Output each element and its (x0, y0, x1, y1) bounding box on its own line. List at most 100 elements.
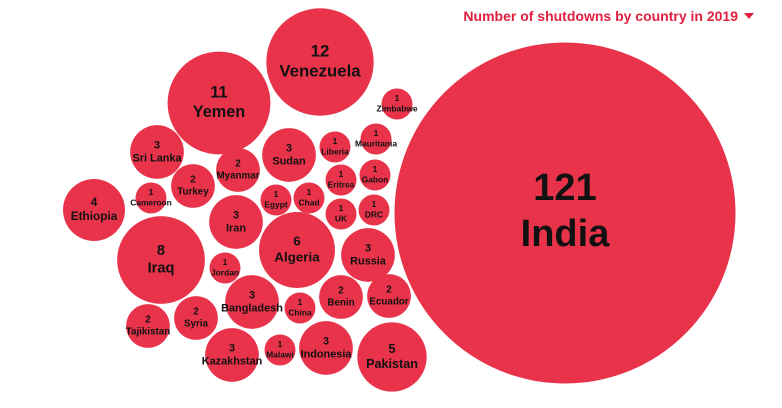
bubble-label: Ethiopia (71, 209, 118, 223)
bubble (167, 51, 271, 155)
bubble-label: UK (335, 213, 347, 223)
bubble-label: Mauritania (355, 138, 397, 148)
bubble-label: India (521, 213, 611, 255)
bubble-value: 121 (533, 167, 596, 209)
bubble-label: Ecuador (369, 296, 408, 307)
bubble-label: Pakistan (366, 357, 418, 371)
bubble-label: Sudan (272, 155, 305, 167)
bubble-value: 2 (145, 315, 151, 326)
bubble-value: 11 (210, 84, 227, 102)
bubble-label: Gabon (362, 174, 389, 184)
bubble (135, 182, 167, 214)
bubble-value: 3 (365, 242, 371, 254)
dropdown-arrow (744, 13, 754, 19)
bubble (319, 275, 363, 319)
bubble (394, 42, 736, 384)
bubble-value: 1 (372, 199, 377, 209)
bubble-label: Algeria (274, 250, 320, 265)
bubble-value: 1 (307, 187, 312, 197)
bubble (381, 88, 413, 120)
bubble (266, 8, 374, 116)
bubble-value: 1 (373, 164, 378, 174)
bubble-label: Turkey (177, 186, 209, 197)
bubble-value: 2 (386, 285, 392, 296)
bubble-label: Iraq (148, 261, 175, 277)
bubble-label: Yemen (193, 103, 246, 121)
bubble-label: Syria (184, 318, 209, 329)
bubble (325, 198, 357, 230)
bubble (130, 125, 184, 179)
bubble-value: 1 (149, 187, 154, 197)
bubble (359, 159, 391, 191)
bubble-label: Iran (226, 222, 246, 234)
bubble (360, 123, 392, 155)
bubble (293, 182, 325, 214)
bubble (63, 179, 125, 241)
bubble-label: Chad (298, 197, 319, 207)
bubble-label: DRC (365, 209, 383, 219)
bubble (260, 184, 292, 216)
bubble (209, 252, 241, 284)
bubble-label: Indonesia (301, 348, 353, 360)
bubble-label: Tajikistan (126, 326, 171, 337)
bubble (259, 212, 335, 288)
bubble (284, 292, 316, 324)
bubble-value: 1 (278, 339, 283, 349)
bubble-value: 2 (193, 307, 199, 318)
bubble-label: Eritrea (328, 179, 355, 189)
bubble-value: 3 (229, 342, 235, 354)
bubble-label: Bangladesh (221, 302, 283, 314)
bubble (117, 216, 205, 304)
bubble-label: Sri Lanka (132, 152, 182, 164)
bubble-value: 1 (298, 297, 303, 307)
bubble (262, 128, 316, 182)
bubble (209, 195, 263, 249)
bubble-value: 1 (333, 136, 338, 146)
bubble-label: Jordan (211, 267, 239, 277)
bubble-value: 12 (311, 41, 330, 60)
bubble-value: 3 (233, 209, 239, 221)
bubble-value: 4 (91, 195, 98, 209)
bubble-label: Egypt (264, 199, 288, 209)
bubble-value: 2 (190, 175, 196, 186)
bubble (357, 322, 427, 392)
bubble-label: China (288, 307, 312, 317)
bubble-value: 3 (286, 142, 292, 154)
bubble-value: 3 (249, 289, 255, 301)
bubble-value: 3 (323, 335, 329, 347)
bubble-label: Malawi (266, 349, 294, 359)
bubble-value: 1 (223, 257, 228, 267)
bubble-value: 8 (157, 243, 165, 259)
bubble-value: 1 (374, 128, 379, 138)
bubble (216, 148, 260, 192)
bubble (174, 296, 218, 340)
bubble (126, 304, 170, 348)
chart-title: Number of shutdowns by country in 2019 (463, 8, 738, 24)
bubble-value: 2 (338, 286, 344, 297)
bubble (325, 164, 357, 196)
bubble (341, 228, 395, 282)
bubble-value: 1 (274, 189, 279, 199)
bubble-value: 1 (339, 169, 344, 179)
bubble (319, 131, 351, 163)
bubble-value: 6 (293, 234, 300, 249)
chart-selector[interactable]: Number of shutdowns by country in 2019 (463, 8, 754, 24)
bubble (225, 275, 279, 329)
bubble-label: Cameroon (130, 197, 172, 207)
bubble-value: 1 (395, 93, 400, 103)
bubble (367, 274, 411, 318)
bubble-label: Kazakhstan (202, 355, 263, 367)
bubble (264, 334, 296, 366)
bubble-value: 3 (154, 139, 160, 151)
bubble (171, 164, 215, 208)
bubble (358, 194, 390, 226)
bubble-value: 5 (388, 342, 395, 356)
bubble-label: Zimbabwe (376, 103, 417, 113)
bubble (299, 321, 353, 375)
bubble-label: Venezuela (279, 62, 361, 81)
bubble (205, 328, 259, 382)
bubble-label: Liberia (321, 146, 349, 156)
bubble-label: Benin (327, 297, 354, 308)
